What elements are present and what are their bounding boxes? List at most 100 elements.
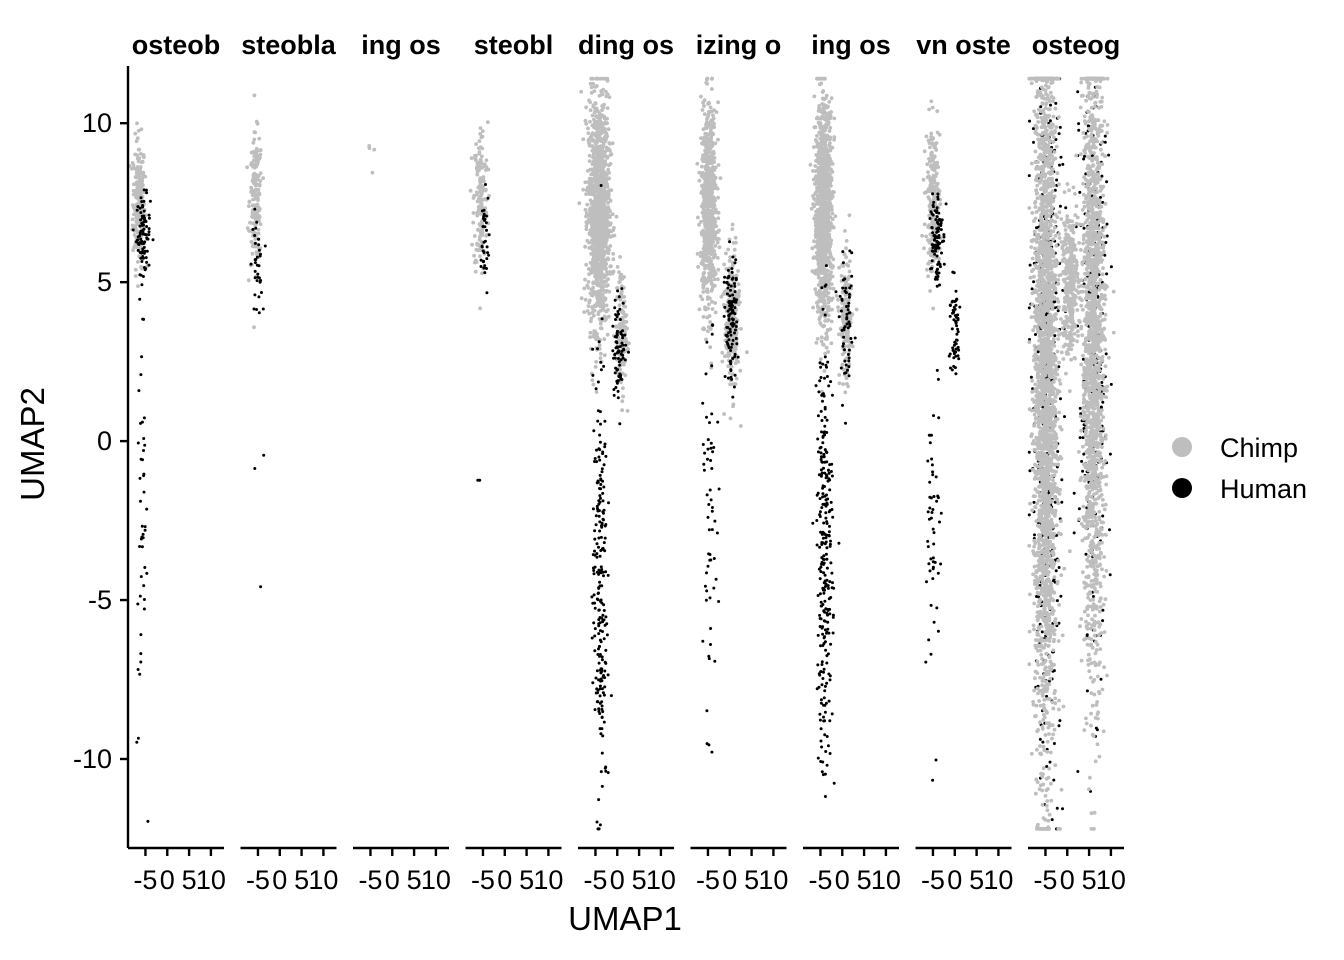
- point-human: [258, 254, 262, 258]
- point-human: [136, 736, 140, 740]
- point-chimp: [478, 126, 483, 130]
- point-chimp: [830, 191, 835, 195]
- point-chimp: [708, 105, 713, 110]
- point-chimp: [252, 165, 257, 170]
- point-chimp: [710, 238, 715, 243]
- point-human: [136, 248, 140, 252]
- point-chimp: [709, 251, 713, 256]
- point-human: [599, 483, 603, 486]
- point-human: [709, 459, 713, 462]
- point-chimp: [710, 229, 715, 234]
- point-chimp: [246, 278, 251, 283]
- point-chimp: [736, 282, 741, 287]
- point-chimp: [618, 255, 622, 259]
- point-chimp: [710, 274, 714, 279]
- point-chimp: [136, 128, 141, 133]
- point-human: [733, 284, 737, 288]
- point-human: [602, 693, 606, 697]
- point-chimp: [469, 156, 474, 161]
- point-chimp: [601, 164, 606, 169]
- point-chimp: [137, 156, 142, 161]
- point-human: [595, 597, 599, 601]
- x-tick-label: 10: [308, 865, 338, 895]
- point-human: [253, 207, 257, 211]
- point-chimp: [251, 203, 255, 208]
- point-chimp: [843, 297, 848, 302]
- point-chimp: [704, 250, 708, 255]
- point-human: [255, 308, 258, 311]
- point-chimp: [136, 201, 141, 206]
- point-human: [723, 305, 727, 309]
- point-chimp: [816, 76, 821, 81]
- point-chimp: [825, 163, 830, 168]
- point-chimp: [843, 339, 848, 343]
- point-human: [727, 300, 731, 304]
- point-chimp: [705, 193, 710, 198]
- point-human: [726, 276, 730, 280]
- point-human: [710, 412, 714, 416]
- point-human: [828, 612, 832, 616]
- point-human: [830, 393, 834, 397]
- point-chimp: [584, 211, 589, 216]
- point-chimp: [829, 341, 834, 346]
- point-chimp: [251, 178, 256, 182]
- point-chimp: [257, 136, 262, 141]
- point-chimp: [605, 76, 610, 81]
- point-chimp: [716, 267, 721, 272]
- point-human: [611, 324, 615, 328]
- point-chimp: [591, 178, 596, 183]
- point-chimp: [617, 270, 621, 274]
- point-human: [482, 208, 486, 212]
- point-chimp: [820, 256, 824, 260]
- point-chimp: [815, 134, 819, 138]
- point-chimp: [829, 319, 834, 324]
- point-human: [138, 206, 142, 210]
- point-human: [603, 445, 607, 449]
- point-human: [727, 331, 731, 335]
- point-chimp: [604, 303, 609, 308]
- point-chimp: [132, 245, 137, 250]
- point-human: [733, 298, 737, 302]
- point-human: [598, 529, 602, 533]
- point-chimp: [593, 121, 598, 125]
- point-human: [618, 422, 622, 426]
- point-chimp: [828, 224, 832, 229]
- point-human: [591, 507, 595, 511]
- point-chimp: [722, 412, 726, 416]
- point-chimp: [590, 144, 595, 149]
- point-chimp: [818, 187, 823, 192]
- point-chimp: [606, 233, 611, 238]
- point-chimp: [714, 110, 719, 114]
- point-human: [138, 273, 142, 277]
- point-chimp: [471, 211, 476, 215]
- point-human: [729, 322, 733, 326]
- x-tick-label: 0: [722, 865, 737, 895]
- point-human: [139, 218, 143, 222]
- point-chimp: [247, 204, 251, 209]
- point-chimp: [823, 155, 827, 160]
- point-chimp: [707, 271, 711, 276]
- point-chimp: [131, 163, 136, 168]
- point-chimp: [705, 206, 710, 211]
- point-chimp: [701, 290, 706, 294]
- point-chimp: [702, 135, 707, 140]
- point-chimp: [581, 187, 586, 192]
- point-human: [487, 233, 491, 237]
- point-chimp: [843, 390, 848, 395]
- point-chimp: [815, 226, 819, 231]
- point-chimp: [598, 356, 603, 360]
- facet-panel: ing os-5 0 5 10: [353, 30, 451, 895]
- point-chimp: [254, 153, 259, 158]
- point-chimp: [135, 185, 140, 189]
- point-human: [139, 237, 143, 241]
- point-chimp: [586, 280, 591, 284]
- point-chimp: [830, 211, 835, 216]
- point-chimp: [604, 214, 609, 219]
- point-human: [597, 545, 600, 549]
- point-human: [600, 751, 604, 755]
- point-chimp: [845, 277, 850, 282]
- point-human: [733, 331, 736, 335]
- point-chimp: [602, 274, 607, 279]
- point-human: [707, 503, 711, 506]
- point-chimp: [825, 318, 830, 323]
